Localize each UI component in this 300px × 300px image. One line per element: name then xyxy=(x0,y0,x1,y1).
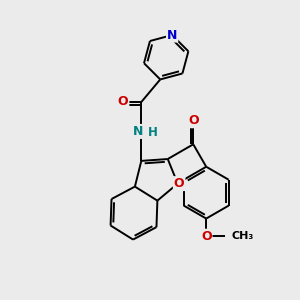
Text: O: O xyxy=(188,114,199,127)
Text: O: O xyxy=(174,177,184,190)
Text: O: O xyxy=(118,95,128,109)
Text: N: N xyxy=(167,28,177,42)
Text: CH₃: CH₃ xyxy=(232,231,254,241)
Text: O: O xyxy=(201,230,211,243)
Text: N: N xyxy=(133,125,143,138)
Text: H: H xyxy=(148,126,158,140)
